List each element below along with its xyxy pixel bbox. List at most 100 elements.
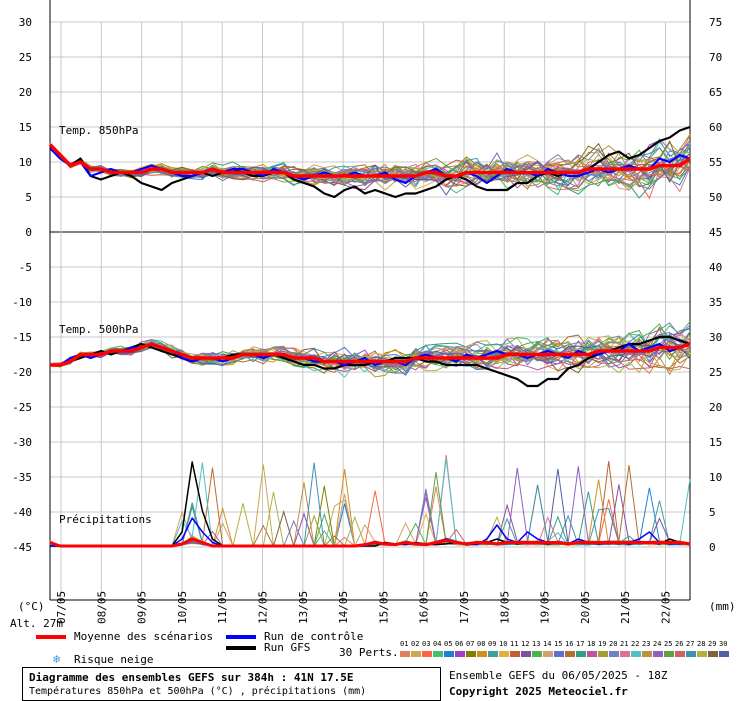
pert-color-swatch: [664, 651, 674, 657]
right-tick-label: 70: [709, 51, 722, 64]
pert-color-swatch: [444, 651, 454, 657]
date-tick-label: 10/05: [176, 591, 189, 624]
date-tick-label: 20/05: [579, 591, 592, 624]
left-tick-label: -30: [12, 436, 32, 449]
date-tick-label: 09/05: [136, 591, 149, 624]
pert-color-swatch: [510, 651, 520, 657]
left-tick-label: 10: [19, 156, 32, 169]
left-tick-label: -40: [12, 506, 32, 519]
date-tick-label: 17/05: [458, 591, 471, 624]
right-tick-label: 75: [709, 16, 722, 29]
right-tick-label: 50: [709, 191, 722, 204]
pert-color-swatch: [543, 651, 553, 657]
pert-number-label: 10: [499, 640, 508, 648]
date-tick-label: 14/05: [337, 591, 350, 624]
pert-number-label: 30: [719, 640, 728, 648]
pert-number-label: 29: [708, 640, 717, 648]
pert-number-label: 16: [565, 640, 574, 648]
date-tick-label: 22/05: [660, 591, 673, 624]
info-subtitle: Températures 850hPa et 500hPa (°C) , pré…: [29, 686, 367, 697]
left-tick-label: 30: [19, 16, 32, 29]
pert-color-swatch: [653, 651, 663, 657]
pert-color-swatch: [422, 651, 432, 657]
left-tick-label: 5: [25, 191, 32, 204]
right-tick-label: 35: [709, 296, 722, 309]
pert-number-label: 19: [598, 640, 607, 648]
left-tick-label: -20: [12, 366, 32, 379]
right-tick-label: 25: [709, 366, 722, 379]
pert-color-swatch: [576, 651, 586, 657]
pert-color-swatch: [521, 651, 531, 657]
pert-number-label: 01: [400, 640, 409, 648]
date-tick-label: 12/05: [257, 591, 270, 624]
pert-color-swatch: [433, 651, 443, 657]
pert-color-swatch: [587, 651, 597, 657]
date-tick-label: 07/05: [55, 591, 68, 624]
legend-perts-label: 30 Perts.: [339, 646, 399, 659]
date-tick-label: 13/05: [297, 591, 310, 624]
left-tick-label: 15: [19, 121, 32, 134]
pert-color-swatch: [466, 651, 476, 657]
right-tick-label: 40: [709, 261, 722, 274]
series-0-t500-line: [50, 342, 691, 367]
legend-mean-label: Moyenne des scénarios: [74, 630, 214, 643]
pert-number-label: 12: [521, 640, 530, 648]
pert-color-swatch: [400, 651, 410, 657]
pert-color-swatch: [620, 651, 630, 657]
pert-number-label: 11: [510, 640, 519, 648]
pert-color-swatch: [411, 651, 421, 657]
panel-label-precip: Précipitations: [59, 513, 152, 526]
left-tick-label: 20: [19, 86, 32, 99]
pert-color-swatch: [697, 651, 707, 657]
legend-gfs-swatch: [226, 646, 256, 650]
legend-gfs-label: Run GFS: [264, 641, 311, 654]
left-tick-label: -5: [19, 261, 32, 274]
pert-color-swatch: [488, 651, 498, 657]
left-tick-label: 25: [19, 51, 32, 64]
run-info: Ensemble GEFS du 06/05/2025 - 18Z: [449, 669, 668, 682]
right-tick-label: 60: [709, 121, 722, 134]
date-tick-label: 16/05: [418, 591, 431, 624]
date-tick-label: 15/05: [377, 591, 390, 624]
right-tick-label: 20: [709, 401, 722, 414]
pert-number-label: 02: [411, 640, 420, 648]
pert-number-label: 06: [455, 640, 464, 648]
date-tick-label: 11/05: [216, 591, 229, 624]
pert-color-swatch: [609, 651, 619, 657]
pert-number-label: 28: [697, 640, 706, 648]
right-tick-label: 30: [709, 331, 722, 344]
grid: [50, 21, 690, 600]
panel-label-t500: Temp. 500hPa: [59, 323, 139, 336]
pert-color-swatch: [499, 651, 509, 657]
right-tick-label: 65: [709, 86, 722, 99]
main-lines: [48, 125, 691, 548]
pert-number-label: 27: [686, 640, 695, 648]
legend-snow-label: Risque neige: [74, 653, 154, 666]
pert-color-swatch: [686, 651, 696, 657]
right-tick-label: 0: [709, 541, 716, 554]
pert-color-swatch: [532, 651, 542, 657]
series-0-precip-line: [49, 537, 691, 548]
right-axis-unit: (mm): [709, 600, 736, 613]
pert-number-label: 08: [477, 640, 486, 648]
perturbation-t850-line: [49, 139, 691, 187]
pert-number-label: 05: [444, 640, 453, 648]
right-tick-label: 45: [709, 226, 722, 239]
perturbation-t850-line: [49, 140, 691, 187]
left-tick-label: -35: [12, 471, 32, 484]
pert-number-label: 15: [554, 640, 563, 648]
pert-number-label: 09: [488, 640, 497, 648]
pert-number-label: 13: [532, 640, 541, 648]
perturbation-lines: [49, 134, 691, 548]
snowflake-icon: ❄: [53, 652, 61, 666]
pert-number-label: 14: [543, 640, 552, 648]
right-tick-label: 15: [709, 436, 722, 449]
series-0-t850-line: [48, 143, 691, 178]
left-tick-label: -10: [12, 296, 32, 309]
pert-color-swatch: [477, 651, 487, 657]
date-tick-label: 18/05: [498, 591, 511, 624]
pert-color-swatch: [565, 651, 575, 657]
pert-number-label: 23: [642, 640, 651, 648]
